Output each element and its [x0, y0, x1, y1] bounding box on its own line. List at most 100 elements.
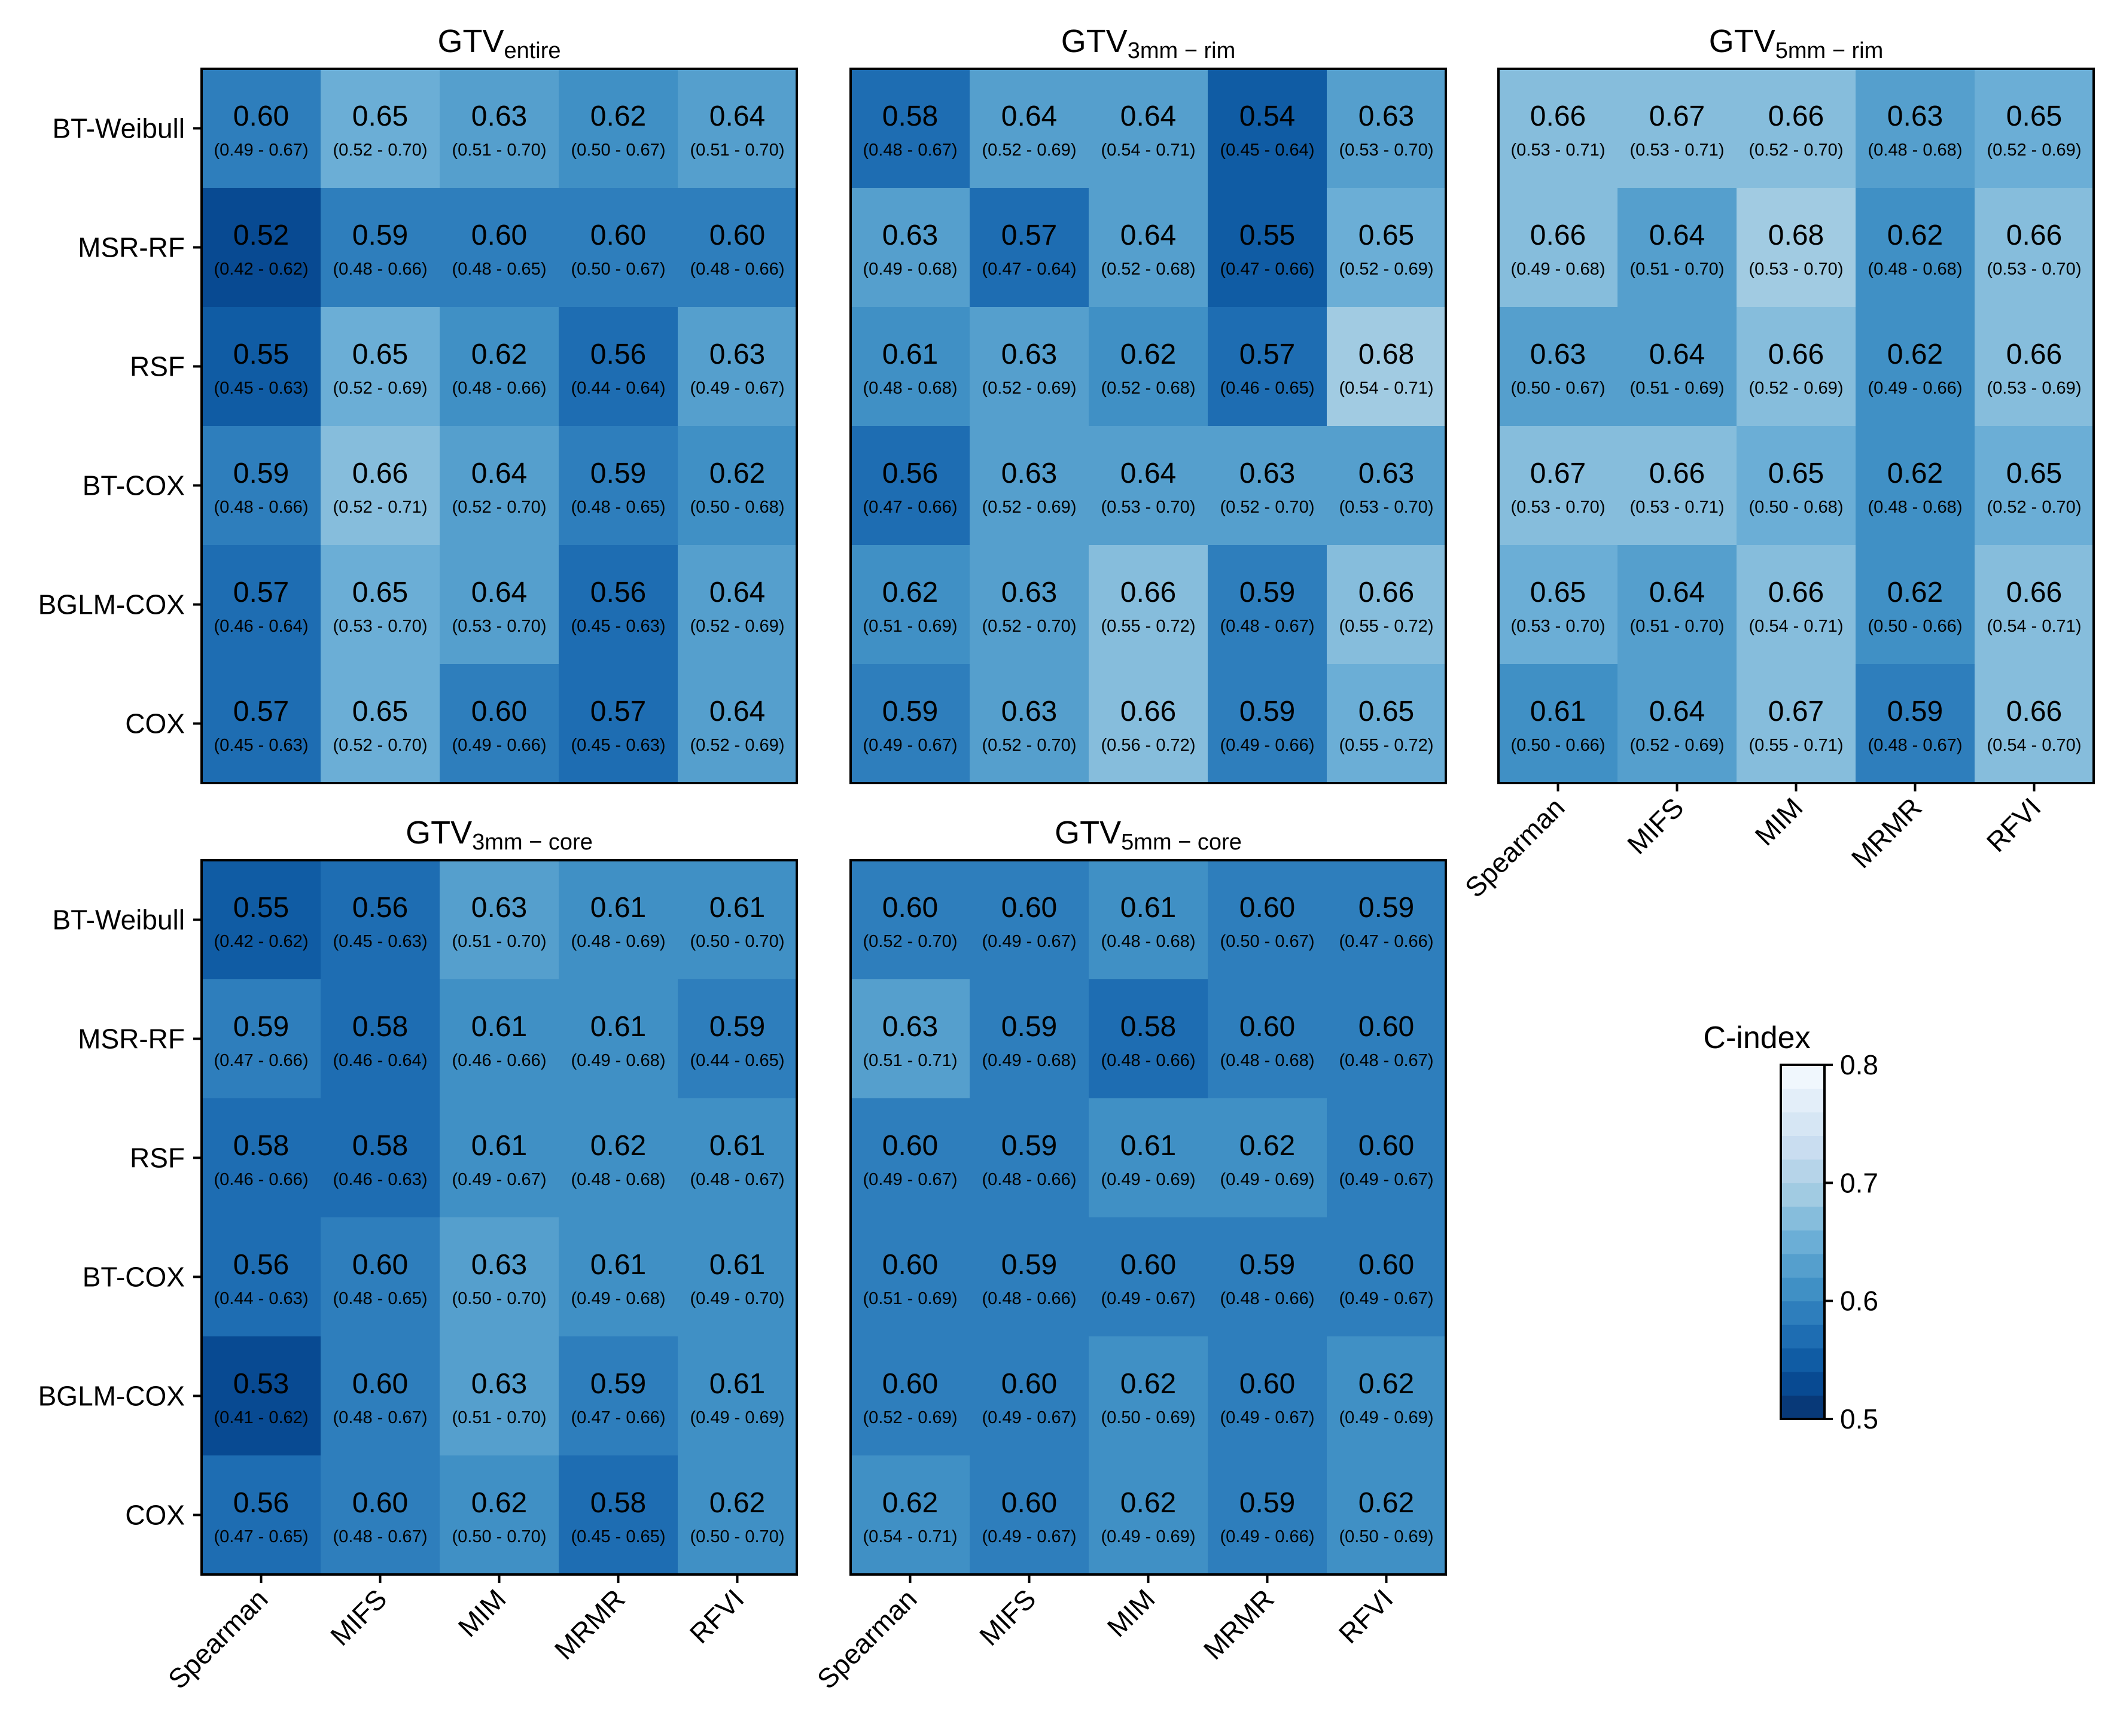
cell-value: 0.59	[1001, 1011, 1057, 1043]
cell-value: 0.65	[352, 696, 408, 727]
cell-value: 0.60	[471, 696, 527, 727]
cell-ci: (0.46 - 0.64)	[214, 617, 309, 636]
cell-value: 0.64	[1649, 577, 1705, 608]
cell-value: 0.61	[709, 1130, 765, 1162]
cell-value: 0.64	[1120, 100, 1176, 132]
cell-ci: (0.54 - 0.71)	[1987, 617, 2082, 636]
cell-ci: (0.53 - 0.70)	[1987, 260, 2082, 279]
panel-title: GTVentire	[437, 23, 561, 63]
cell-ci: (0.47 - 0.66)	[1339, 932, 1434, 951]
cell-value: 0.60	[1358, 1249, 1414, 1281]
panel-title-main: GTV	[1055, 815, 1121, 851]
colorbar-segment	[1781, 1348, 1824, 1372]
cell-value: 0.60	[1358, 1011, 1414, 1043]
cell-value: 0.63	[1887, 100, 1943, 132]
heatmap-cell	[851, 307, 970, 426]
heatmap-cell	[1617, 307, 1737, 426]
row-label: COX	[125, 1500, 185, 1531]
cell-ci: (0.49 - 0.67)	[1101, 1289, 1196, 1308]
cell-ci: (0.53 - 0.71)	[1630, 141, 1725, 160]
heatmap-cell	[1737, 307, 1856, 426]
heatmap-cell	[851, 1098, 970, 1217]
cell-value: 0.66	[2006, 339, 2062, 370]
cell-value: 0.60	[882, 1130, 938, 1162]
heatmap-cell	[1208, 1455, 1327, 1574]
cell-value: 0.59	[1001, 1130, 1057, 1162]
heatmap-cell	[970, 545, 1089, 664]
cell-ci: (0.50 - 0.69)	[1339, 1527, 1434, 1546]
cell-value: 0.62	[1887, 339, 1943, 370]
cell-value: 0.60	[1001, 892, 1057, 924]
column-label: MIM	[1749, 791, 1809, 851]
heatmap-cell	[321, 69, 440, 188]
cell-value: 0.59	[1001, 1249, 1057, 1281]
cell-ci: (0.49 - 0.68)	[1511, 260, 1606, 279]
cell-value: 0.62	[1120, 1368, 1176, 1400]
cell-value: 0.59	[1358, 892, 1414, 924]
heatmap-cell	[321, 1336, 440, 1455]
cell-ci: (0.49 - 0.68)	[863, 260, 958, 279]
cell-ci: (0.52 - 0.69)	[690, 617, 785, 636]
cell-ci: (0.51 - 0.71)	[863, 1051, 958, 1070]
panel-title: GTV3mm − core	[406, 815, 593, 855]
heatmap-cell	[851, 1455, 970, 1574]
cell-ci: (0.50 - 0.70)	[690, 1527, 785, 1546]
cell-value: 0.62	[471, 1487, 527, 1519]
heatmap-cell	[1856, 426, 1975, 545]
colorbar-segment	[1781, 1395, 1824, 1420]
cell-value: 0.60	[471, 220, 527, 251]
heatmap-cell	[202, 1455, 321, 1574]
colorbar-segment	[1781, 1088, 1824, 1113]
heatmap-cell	[1975, 664, 2094, 783]
cell-ci: (0.48 - 0.67)	[333, 1527, 428, 1546]
cell-ci: (0.47 - 0.66)	[571, 1408, 666, 1427]
heatmap-cell	[1975, 545, 2094, 664]
cell-ci: (0.48 - 0.65)	[452, 260, 547, 279]
row-label: BGLM-COX	[38, 1381, 185, 1412]
cell-ci: (0.52 - 0.70)	[333, 141, 428, 160]
cell-ci: (0.49 - 0.66)	[1868, 379, 1963, 398]
cell-value: 0.62	[1120, 1487, 1176, 1519]
heatmap-cell	[1327, 1336, 1446, 1455]
heatmap-cell	[1208, 188, 1327, 307]
heatmap-cell	[678, 979, 797, 1098]
cell-value: 0.64	[709, 577, 765, 608]
cell-value: 0.66	[2006, 696, 2062, 727]
heatmap-cell	[1327, 307, 1446, 426]
cell-ci: (0.49 - 0.67)	[1339, 1170, 1434, 1189]
cell-value: 0.60	[352, 1487, 408, 1519]
heatmap-cell	[1089, 69, 1208, 188]
cell-ci: (0.51 - 0.69)	[1630, 379, 1725, 398]
heatmap-cell	[1089, 188, 1208, 307]
cell-value: 0.62	[709, 458, 765, 489]
heatmap-cell	[1617, 426, 1737, 545]
heatmap-cell	[851, 979, 970, 1098]
heatmap-cell	[1089, 1217, 1208, 1336]
cell-ci: (0.49 - 0.70)	[690, 1289, 785, 1308]
heatmap-cell	[1208, 860, 1327, 979]
cell-ci: (0.49 - 0.69)	[1101, 1170, 1196, 1189]
cell-value: 0.58	[1120, 1011, 1176, 1043]
cell-value: 0.61	[1120, 892, 1176, 924]
cell-ci: (0.50 - 0.70)	[452, 1289, 547, 1308]
cell-value: 0.62	[1887, 577, 1943, 608]
panel-title: GTV5mm − core	[1055, 815, 1242, 855]
heatmap-cell	[1498, 545, 1617, 664]
cell-value: 0.59	[590, 1368, 646, 1400]
cell-value: 0.56	[590, 577, 646, 608]
cell-ci: (0.48 - 0.67)	[1868, 736, 1963, 755]
heatmap-cell	[321, 545, 440, 664]
cell-value: 0.63	[1358, 100, 1414, 132]
cell-ci: (0.45 - 0.63)	[571, 617, 666, 636]
heatmap-cell	[202, 188, 321, 307]
cell-ci: (0.54 - 0.71)	[1749, 617, 1844, 636]
heatmap-cell	[559, 1455, 678, 1574]
cell-value: 0.64	[1001, 100, 1057, 132]
heatmap-cell	[202, 979, 321, 1098]
cell-value: 0.66	[1120, 577, 1176, 608]
cell-value: 0.62	[882, 1487, 938, 1519]
cell-value: 0.66	[1768, 339, 1824, 370]
cell-ci: (0.52 - 0.69)	[1987, 141, 2082, 160]
cell-ci: (0.48 - 0.67)	[863, 141, 958, 160]
cell-value: 0.64	[1120, 220, 1176, 251]
